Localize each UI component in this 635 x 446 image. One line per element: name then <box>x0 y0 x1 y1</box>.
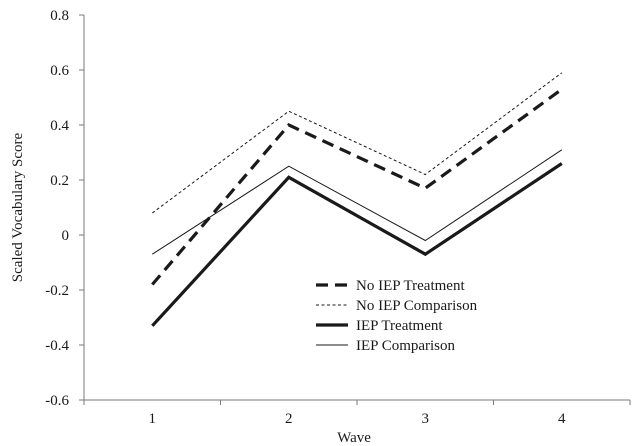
x-tick-label: 4 <box>558 411 566 427</box>
y-tick-label: -0.6 <box>45 393 69 409</box>
series-lines <box>151 72 563 327</box>
series-line-4 <box>152 149 563 255</box>
axes <box>79 14 631 405</box>
x-tick-label: 3 <box>422 411 430 427</box>
series-line-2 <box>152 72 563 214</box>
legend-label-2: No IEP Comparison <box>356 298 478 314</box>
y-tick-label: -0.4 <box>45 338 69 354</box>
y-tick-label: -0.2 <box>45 283 69 299</box>
series-line-3 <box>151 162 563 327</box>
y-axis-label: Scaled Vocabulary Score <box>10 132 26 282</box>
x-tick-label: 1 <box>149 411 157 427</box>
y-tick-label: 0.2 <box>50 173 69 189</box>
y-tick-label: 0 <box>62 228 70 244</box>
x-tick-label: 2 <box>285 411 293 427</box>
tick-labels: -0.6 -0.4 -0.2 0 0.2 0.4 0.6 0.8 1 2 3 4 <box>45 8 566 427</box>
y-tick-label: 0.4 <box>50 118 69 134</box>
y-tick-label: 0.8 <box>50 8 69 24</box>
legend: No IEP Treatment No IEP Comparison IEP Tre… <box>316 278 478 354</box>
y-tick-label: 0.6 <box>50 63 69 79</box>
legend-label-1: No IEP Treatment <box>356 278 465 294</box>
series-line-1 <box>151 88 563 286</box>
legend-label-4: IEP Comparison <box>356 338 456 354</box>
x-axis-label: Wave <box>337 430 371 446</box>
legend-label-3: IEP Treatment <box>356 318 443 334</box>
